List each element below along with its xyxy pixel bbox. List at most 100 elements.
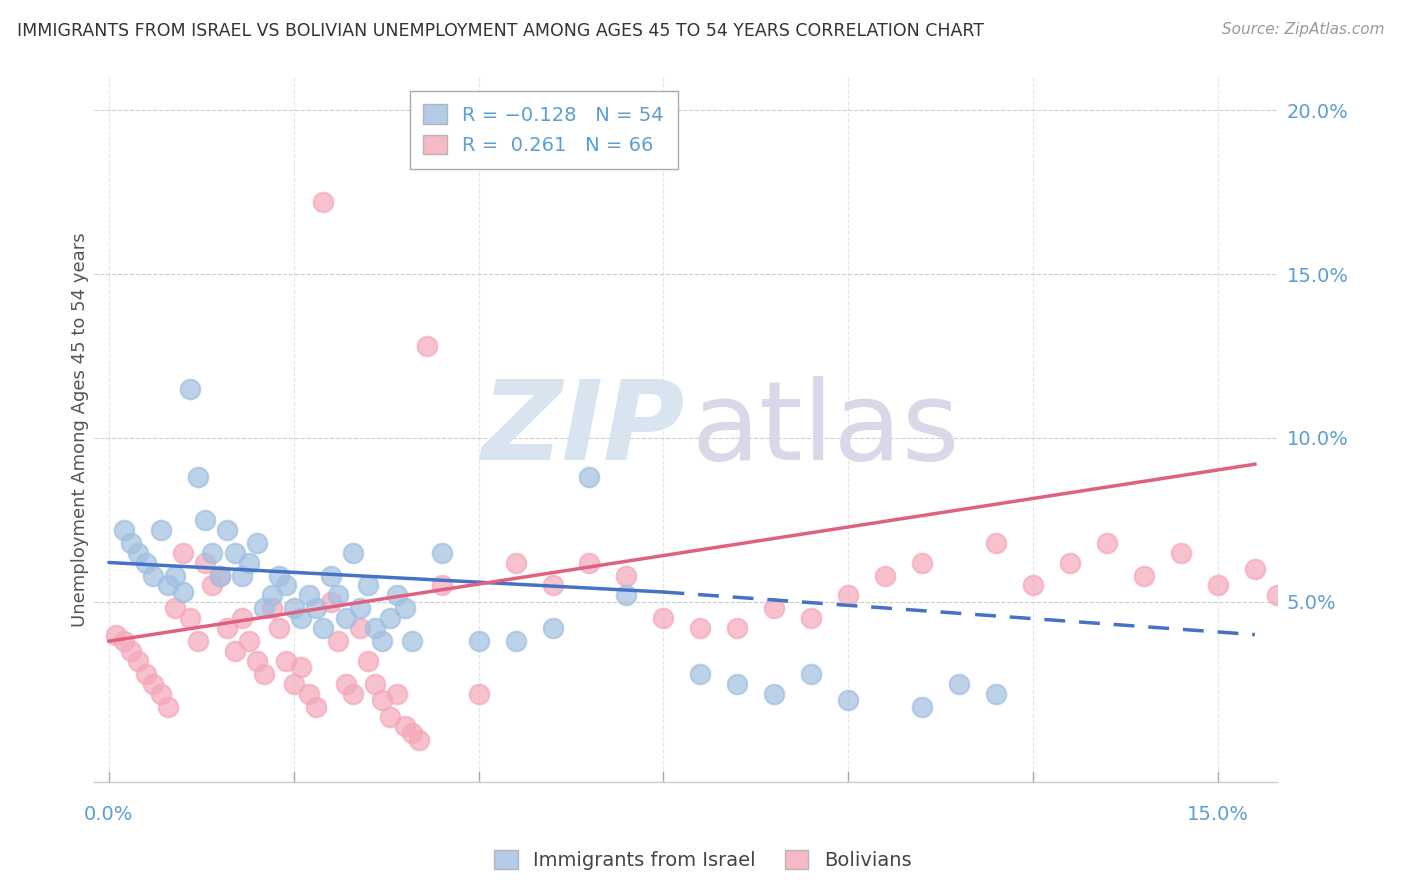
Point [201, 578, 224, 592]
Point [297, 588, 319, 602]
Point [312, 621, 335, 635]
Point [378, 709, 401, 723]
Legend: R = −0.128   N = 54, R =  0.261   N = 66: R = −0.128 N = 54, R = 0.261 N = 66 [409, 91, 678, 169]
Point [1265, 588, 1288, 602]
Point [326, 634, 349, 648]
Point [800, 611, 823, 625]
Point [652, 611, 675, 625]
Point [267, 568, 290, 582]
Point [911, 556, 934, 570]
Point [349, 601, 371, 615]
Point [357, 578, 380, 592]
Point [179, 611, 201, 625]
Point [267, 621, 290, 635]
Point [112, 523, 135, 537]
Point [394, 601, 416, 615]
Point [541, 578, 564, 592]
Point [142, 568, 165, 582]
Point [725, 677, 748, 691]
Text: Source: ZipAtlas.com: Source: ZipAtlas.com [1222, 22, 1385, 37]
Point [112, 634, 135, 648]
Point [149, 687, 172, 701]
Point [276, 654, 298, 668]
Point [283, 601, 305, 615]
Point [105, 627, 128, 641]
Point [342, 546, 364, 560]
Point [276, 578, 298, 592]
Point [401, 726, 423, 740]
Point [616, 588, 638, 602]
Text: 0.0%: 0.0% [84, 805, 134, 824]
Point [224, 546, 246, 560]
Point [616, 568, 638, 582]
Point [984, 687, 1007, 701]
Point [1059, 556, 1081, 570]
Point [1095, 536, 1118, 550]
Point [416, 339, 439, 353]
Point [430, 546, 453, 560]
Point [290, 660, 312, 674]
Point [149, 523, 172, 537]
Point [1244, 562, 1267, 576]
Point [172, 585, 194, 599]
Point [364, 621, 387, 635]
Point [837, 693, 859, 707]
Point [208, 568, 231, 582]
Point [984, 536, 1007, 550]
Point [135, 667, 157, 681]
Point [157, 699, 180, 714]
Point [371, 693, 394, 707]
Point [179, 382, 201, 396]
Point [120, 644, 142, 658]
Point [127, 654, 149, 668]
Point [800, 667, 823, 681]
Point [172, 546, 194, 560]
Point [312, 194, 335, 209]
Legend: Immigrants from Israel, Bolivians: Immigrants from Israel, Bolivians [486, 842, 920, 878]
Point [875, 568, 897, 582]
Point [948, 677, 970, 691]
Point [467, 687, 489, 701]
Point [342, 687, 364, 701]
Point [1170, 546, 1192, 560]
Point [260, 601, 283, 615]
Point [283, 677, 305, 691]
Point [837, 588, 859, 602]
Point [387, 687, 409, 701]
Point [505, 634, 527, 648]
Point [194, 513, 217, 527]
Point [378, 611, 401, 625]
Point [231, 568, 253, 582]
Point [401, 634, 423, 648]
Text: ZIP: ZIP [482, 376, 686, 483]
Point [357, 654, 380, 668]
Point [725, 621, 748, 635]
Point [187, 634, 209, 648]
Point [364, 677, 387, 691]
Point [505, 556, 527, 570]
Point [467, 634, 489, 648]
Point [297, 687, 319, 701]
Point [238, 556, 260, 570]
Point [135, 556, 157, 570]
Point [319, 595, 342, 609]
Point [127, 546, 149, 560]
Point [763, 687, 786, 701]
Point [408, 732, 430, 747]
Point [246, 654, 269, 668]
Point [208, 568, 231, 582]
Point [1022, 578, 1045, 592]
Point [194, 556, 217, 570]
Point [387, 588, 409, 602]
Point [238, 634, 260, 648]
Point [541, 621, 564, 635]
Point [253, 601, 276, 615]
Point [689, 621, 711, 635]
Point [187, 470, 209, 484]
Point [217, 621, 239, 635]
Point [120, 536, 142, 550]
Point [1206, 578, 1229, 592]
Point [201, 546, 224, 560]
Point [430, 578, 453, 592]
Point [165, 601, 187, 615]
